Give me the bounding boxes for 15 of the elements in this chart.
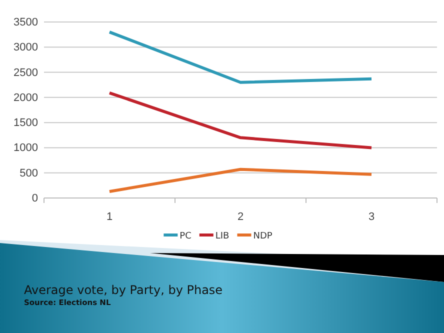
y-tick-label: 1000: [14, 142, 38, 154]
legend-label: NDP: [253, 232, 273, 242]
y-tick-label: 500: [20, 167, 38, 180]
x-tick-label: 2: [237, 210, 244, 223]
y-tick-label: 3500: [14, 16, 38, 29]
y-tick-label: 0: [32, 192, 38, 205]
legend-label: PC: [180, 232, 192, 242]
x-tick-label: 1: [106, 210, 113, 223]
y-tick-label: 2500: [14, 66, 38, 79]
y-tick-label: 2000: [14, 92, 38, 104]
legend-label: LIB: [215, 232, 230, 242]
y-tick-label: 3000: [14, 42, 38, 54]
y-tick-label: 1500: [14, 117, 38, 130]
text: Average vote, by Party, by Phase: [24, 283, 223, 297]
x-tick-label: 3: [368, 210, 375, 223]
